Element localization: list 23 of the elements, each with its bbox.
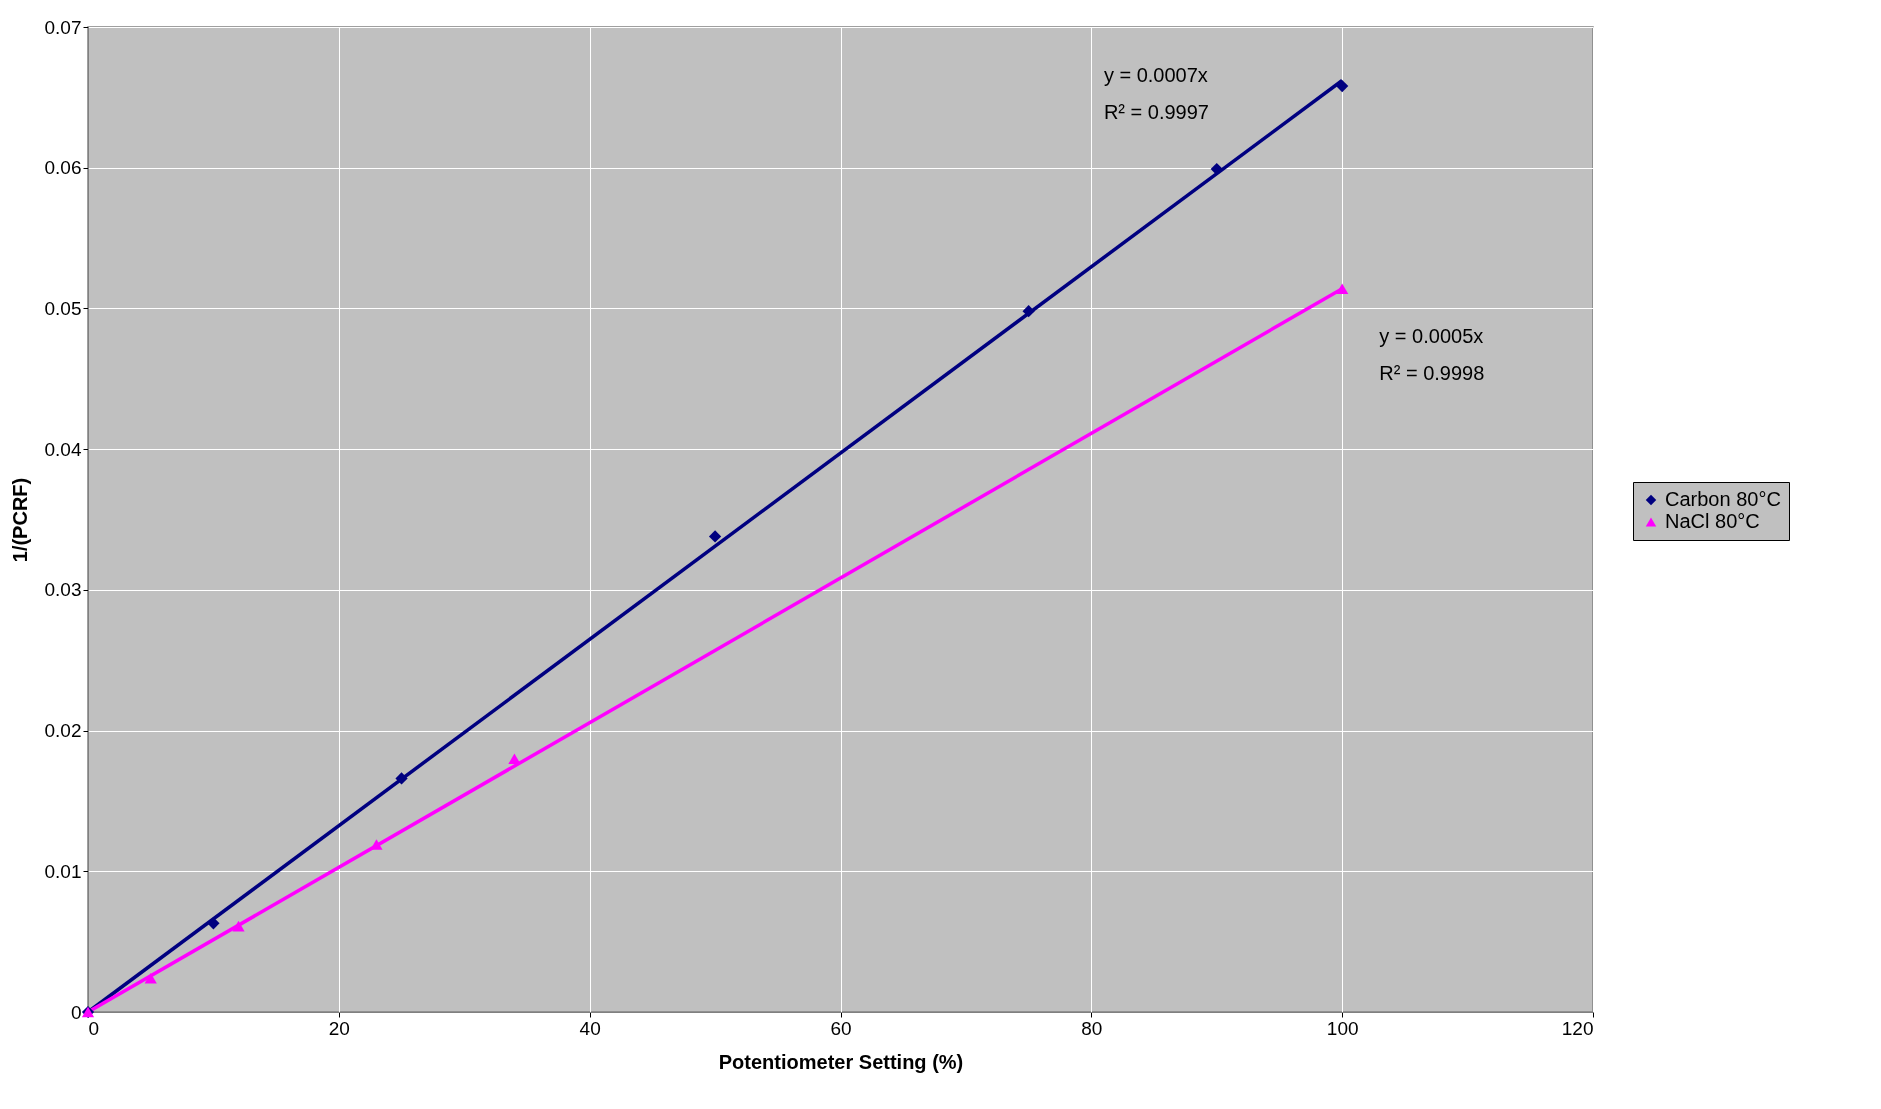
legend-label: Carbon 80°C	[1665, 488, 1781, 510]
legend-label: NaCl 80°C	[1665, 510, 1760, 532]
x-tick-label: 20	[328, 1017, 350, 1039]
annotation: y = 0.0007x	[1103, 64, 1208, 87]
x-tick-label: 100	[1326, 1017, 1359, 1039]
annotation: y = 0.0005x	[1379, 325, 1484, 348]
annotation: R² = 0.9998	[1379, 361, 1485, 384]
y-tick-label: 0.06	[44, 157, 82, 179]
x-tick-label: 120	[1561, 1017, 1594, 1039]
x-tick-label: 80	[1081, 1017, 1103, 1039]
x-tick-label: 60	[830, 1017, 852, 1039]
x-tick-label: 40	[579, 1017, 601, 1039]
x-tick-label: 0	[88, 1017, 100, 1039]
y-tick-label: 0.01	[44, 860, 82, 882]
y-tick-label: 0	[70, 1001, 82, 1023]
y-tick-label: 0.03	[44, 579, 82, 601]
y-tick-label: 0.04	[44, 438, 82, 460]
x-axis-title: Potentiometer Setting (%)	[718, 1050, 964, 1073]
annotation: R² = 0.9997	[1103, 100, 1209, 123]
y-tick-label: 0.02	[44, 720, 82, 742]
y-axis-title: 1/(PCRF)	[8, 477, 31, 563]
y-tick-label: 0.05	[44, 297, 82, 319]
y-tick-label: 0.07	[44, 16, 82, 38]
